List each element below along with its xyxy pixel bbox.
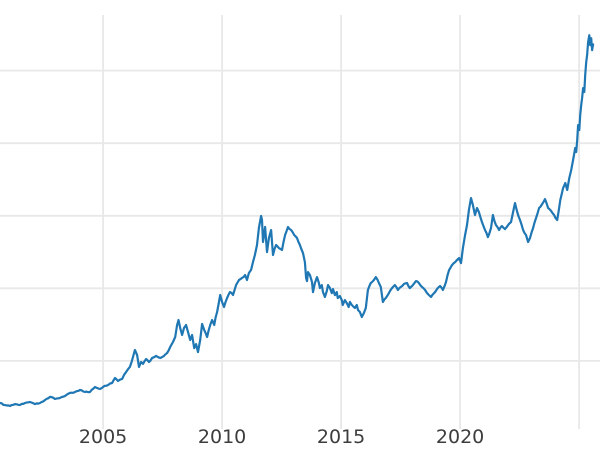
x-tick-label: 2020 (436, 426, 484, 448)
x-axis-tick-labels: 2005 2010 2015 2020 (79, 426, 484, 448)
vertical-gridlines (102, 15, 580, 429)
x-tick-label: 2005 (79, 426, 127, 448)
x-tick-label: 2010 (198, 426, 246, 448)
x-tick-label: 2015 (317, 426, 365, 448)
price-line (0, 34, 595, 408)
horizontal-gridlines (0, 69, 600, 362)
price-series-path (0, 34, 595, 408)
